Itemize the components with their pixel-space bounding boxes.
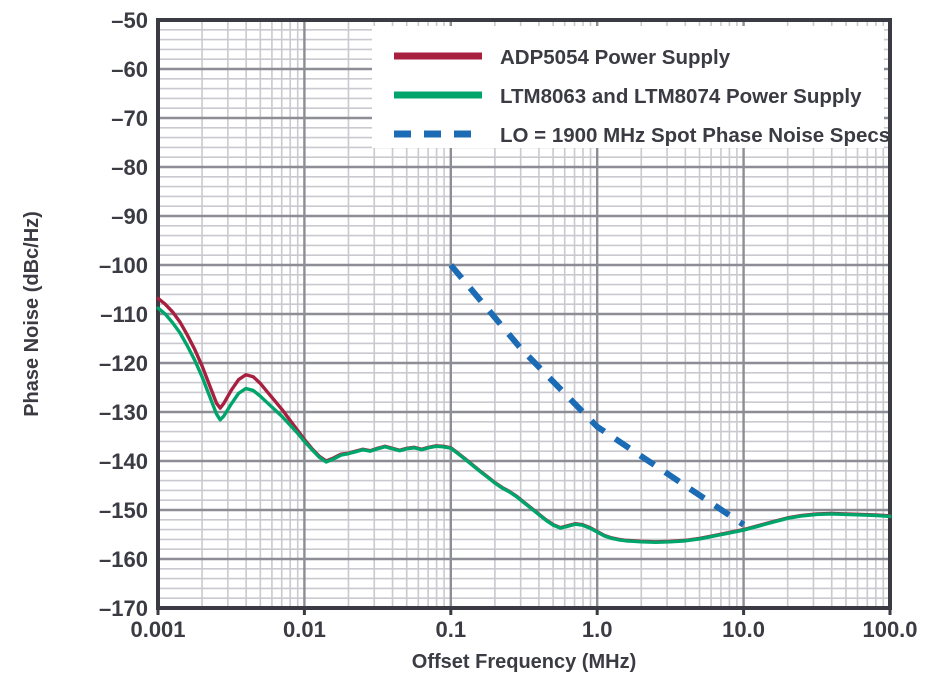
y-tick-label: –160 — [99, 547, 148, 572]
x-axis-tick-labels: 0.001 0.01 0.1 1.0 10.0 100.0 — [130, 617, 917, 642]
data-series-layer — [156, 263, 892, 545]
legend-label-2: LTM8063 and LTM8074 Power Supply — [500, 85, 862, 108]
y-tick-label: –110 — [100, 302, 148, 327]
y-tick-label: –170 — [99, 596, 148, 621]
y-tick-label: –100 — [99, 253, 148, 278]
legend-label-1: ADP5054 Power Supply — [500, 46, 731, 69]
y-tick-label: –140 — [99, 449, 148, 474]
legend: ADP5054 Power Supply LTM8063 and LTM8074 … — [372, 26, 890, 148]
y-tick-label: –120 — [99, 351, 148, 376]
axis-ticks-layer — [156, 608, 892, 615]
x-tick-label: 0.1 — [436, 617, 467, 642]
y-tick-label: –90 — [111, 204, 148, 229]
x-tick-label: 100.0 — [862, 617, 917, 642]
y-tick-label: –130 — [99, 400, 148, 425]
series-line-1 — [156, 296, 892, 544]
y-tick-label: –150 — [99, 498, 148, 523]
x-tick-label: 10.0 — [722, 617, 765, 642]
series-line-2 — [156, 306, 892, 545]
x-tick-label: 0.001 — [130, 617, 185, 642]
y-tick-label: –50 — [111, 8, 148, 33]
x-tick-label: 0.01 — [283, 617, 326, 642]
x-tick-label: 1.0 — [582, 617, 613, 642]
y-axis-tick-labels: –50 –60 –70 –80 –90 –100 –110 –120 –130 –140 –150 –… — [99, 8, 148, 621]
y-tick-label: –60 — [111, 57, 148, 82]
plot-frame — [156, 18, 892, 610]
legend-label-3: LO = 1900 MHz Spot Phase Noise Specs — [500, 124, 890, 147]
y-tick-label: –70 — [111, 106, 148, 131]
y-axis-title: Phase Noise (dBc/Hz) — [21, 211, 43, 417]
y-tick-label: –80 — [111, 155, 148, 180]
x-axis-title: Offset Frequency (MHz) — [412, 651, 636, 673]
series-line-3 — [448, 263, 746, 528]
